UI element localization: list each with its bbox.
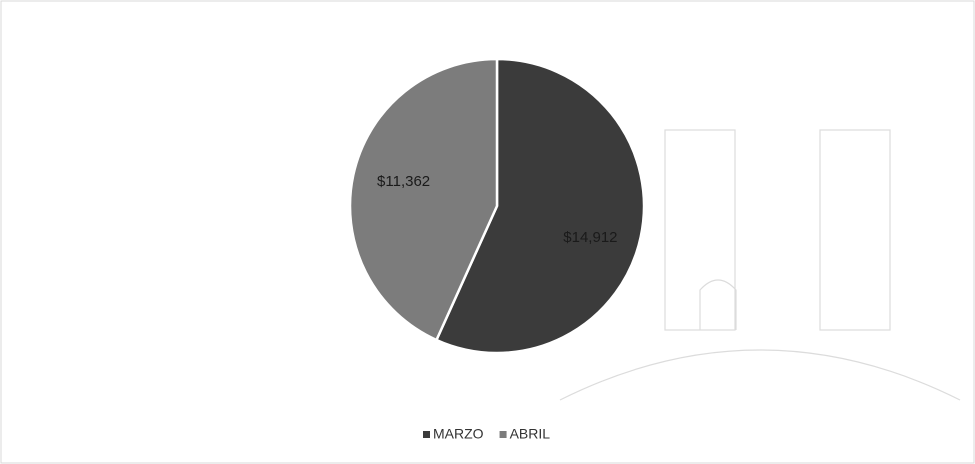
data-label: $11,362	[377, 173, 430, 190]
chart: $14,912 $11,362 MARZO ABRIL	[0, 0, 975, 464]
legend-label: ABRIL	[510, 426, 551, 442]
legend-swatch	[500, 431, 507, 438]
data-label: $14,912	[563, 229, 617, 246]
legend-swatch	[423, 431, 430, 438]
legend-label: MARZO	[433, 426, 484, 442]
